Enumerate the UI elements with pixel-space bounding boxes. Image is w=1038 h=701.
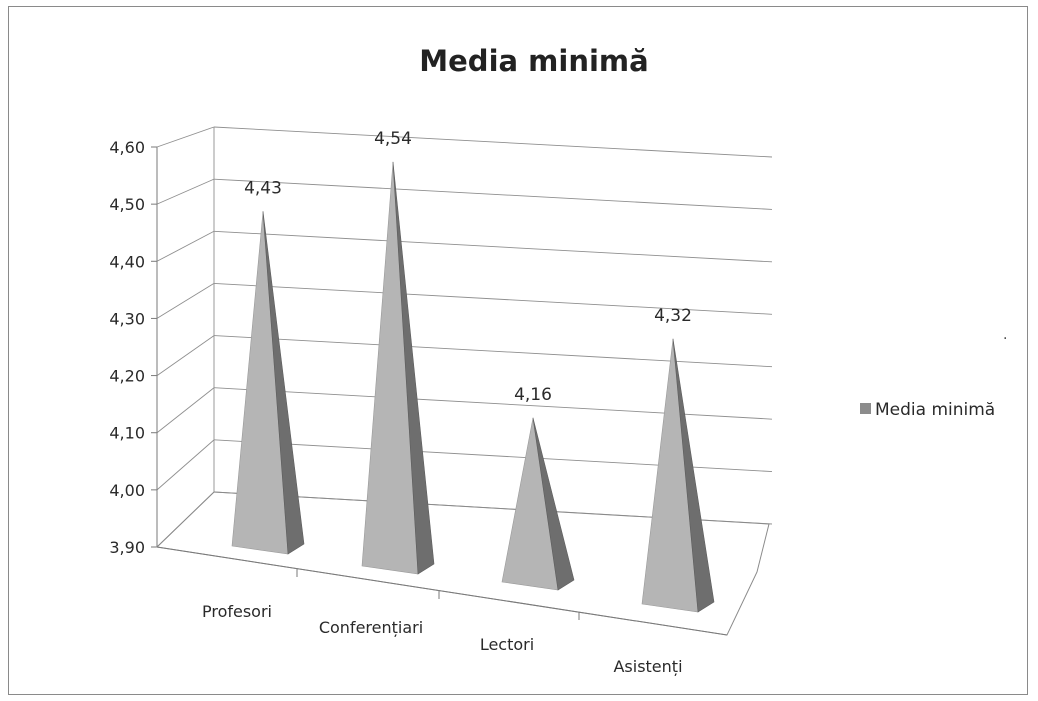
data-label: 4,54 xyxy=(374,129,412,149)
stray-dot: . xyxy=(1003,327,1007,343)
gridline xyxy=(213,126,773,158)
gridline xyxy=(213,178,773,210)
gridline-side xyxy=(156,230,215,262)
gridline-side xyxy=(156,335,215,376)
data-label: 4,16 xyxy=(514,385,552,405)
data-label: 4,43 xyxy=(244,178,282,198)
gridline-side xyxy=(156,439,215,491)
bar-layer xyxy=(231,161,715,613)
bar-face-side xyxy=(672,338,715,613)
y-tick-label: 4,10 xyxy=(109,424,145,443)
y-tick-label: 4,40 xyxy=(109,252,145,271)
y-tick-label: 4,50 xyxy=(109,195,145,214)
gridline xyxy=(213,282,773,315)
legend: Media minimă xyxy=(860,400,995,420)
gridline xyxy=(213,230,773,263)
chart-title: Media minimă xyxy=(419,44,648,78)
y-tick-labels: 3,90 4,00 4,10 4,20 4,30 4,40 4,50 4,60 xyxy=(109,138,145,557)
gridline xyxy=(213,387,773,420)
data-labels: 4,43 4,54 4,16 4,32 xyxy=(244,129,692,405)
pyramid-chart: Media minimă 3,90 4,00 4,10 4,20 4,30 4,40 4,5… xyxy=(109,44,1007,676)
gridline xyxy=(213,335,773,368)
chart-frame: Media minimă 3,90 4,00 4,10 4,20 4,30 4,40 4,5… xyxy=(8,6,1028,695)
x-axis-line xyxy=(156,546,728,636)
gridline-side xyxy=(156,283,215,319)
gridline-side xyxy=(156,387,215,434)
y-tick-label: 4,60 xyxy=(109,138,145,157)
gridline-side xyxy=(156,126,215,148)
bar-face-side xyxy=(392,161,435,575)
bar-3 xyxy=(501,417,575,591)
y-tick-label: 4,30 xyxy=(109,309,145,328)
bar-face-side xyxy=(532,417,575,591)
category-label: Asistenți xyxy=(613,657,682,676)
y-tick-label: 4,00 xyxy=(109,481,145,500)
category-label: Conferențiari xyxy=(319,618,423,637)
y-tick-label: 4,20 xyxy=(109,367,145,386)
bar-2 xyxy=(361,161,435,575)
y-tick-label: 3,90 xyxy=(109,538,145,557)
category-labels: Profesori Conferențiari Lectori Asistenți xyxy=(202,602,683,676)
category-label: Profesori xyxy=(202,602,272,621)
bar-face-side xyxy=(262,211,305,555)
grid-layer xyxy=(151,126,773,636)
gridline-side xyxy=(156,178,215,205)
legend-label: Media minimă xyxy=(875,400,995,420)
data-label: 4,32 xyxy=(654,306,692,326)
category-label: Lectori xyxy=(480,635,534,654)
bar-4 xyxy=(641,338,715,613)
bar-1 xyxy=(231,211,305,555)
legend-swatch xyxy=(860,403,871,414)
